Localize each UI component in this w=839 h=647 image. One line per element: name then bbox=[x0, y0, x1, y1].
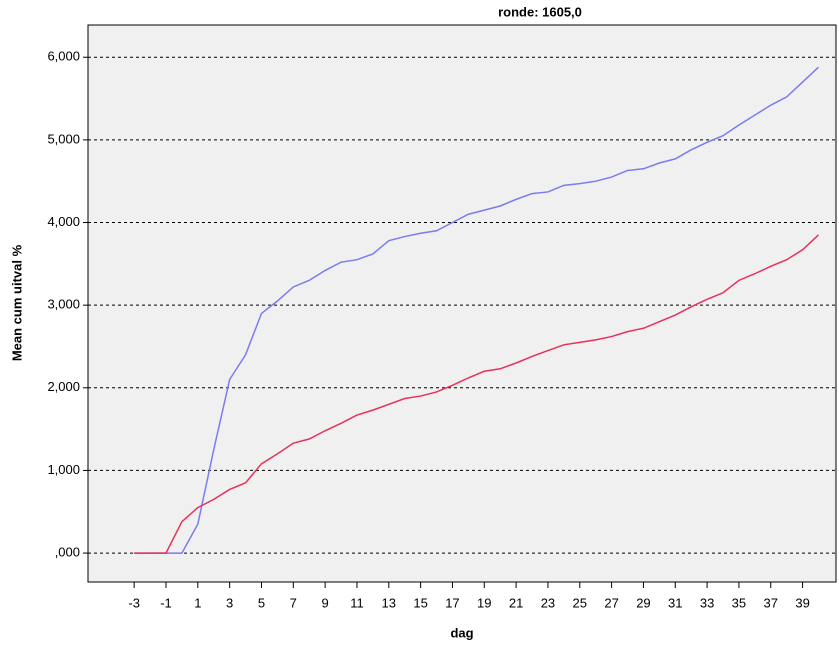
x-tick-label: 29 bbox=[636, 595, 650, 610]
x-tick-label: 13 bbox=[382, 595, 396, 610]
x-tick-label: 15 bbox=[413, 595, 427, 610]
x-tick-label: 19 bbox=[477, 595, 491, 610]
y-tick-label: ,000 bbox=[55, 545, 80, 560]
x-tick-label: 35 bbox=[732, 595, 746, 610]
x-axis-label: dag bbox=[450, 625, 473, 640]
x-tick-label: 39 bbox=[795, 595, 809, 610]
y-axis-label: Mean cum uitval % bbox=[9, 244, 24, 361]
line-series bbox=[134, 66, 820, 554]
x-tick-label: 23 bbox=[541, 595, 555, 610]
x-tick-label: 3 bbox=[226, 595, 233, 610]
x-tick-label: 33 bbox=[700, 595, 714, 610]
x-tick-label: 17 bbox=[445, 595, 459, 610]
plot-area bbox=[87, 24, 837, 583]
x-tick-label: -1 bbox=[160, 595, 172, 610]
x-tick-label: 37 bbox=[764, 595, 778, 610]
x-tick-label: 21 bbox=[509, 595, 523, 610]
x-tick-label: 7 bbox=[290, 595, 297, 610]
x-tick-label: 9 bbox=[322, 595, 329, 610]
x-tick-label: -3 bbox=[128, 595, 140, 610]
y-tick-label: 2,000 bbox=[47, 379, 80, 394]
y-tick-label: 6,000 bbox=[47, 49, 80, 64]
x-tick-label: 11 bbox=[350, 595, 364, 610]
y-tick-label: 1,000 bbox=[47, 462, 80, 477]
x-tick-label: 25 bbox=[573, 595, 587, 610]
x-tick-label: 1 bbox=[194, 595, 201, 610]
chart-title: ronde: 1605,0 bbox=[498, 4, 582, 19]
x-tick-label: 27 bbox=[604, 595, 618, 610]
y-tick-label: 4,000 bbox=[47, 214, 80, 229]
x-tick-label: 5 bbox=[258, 595, 265, 610]
y-tick-label: 3,000 bbox=[47, 297, 80, 312]
x-tick-label: 31 bbox=[668, 595, 682, 610]
y-tick-label: 5,000 bbox=[47, 131, 80, 146]
line-series bbox=[134, 234, 820, 554]
